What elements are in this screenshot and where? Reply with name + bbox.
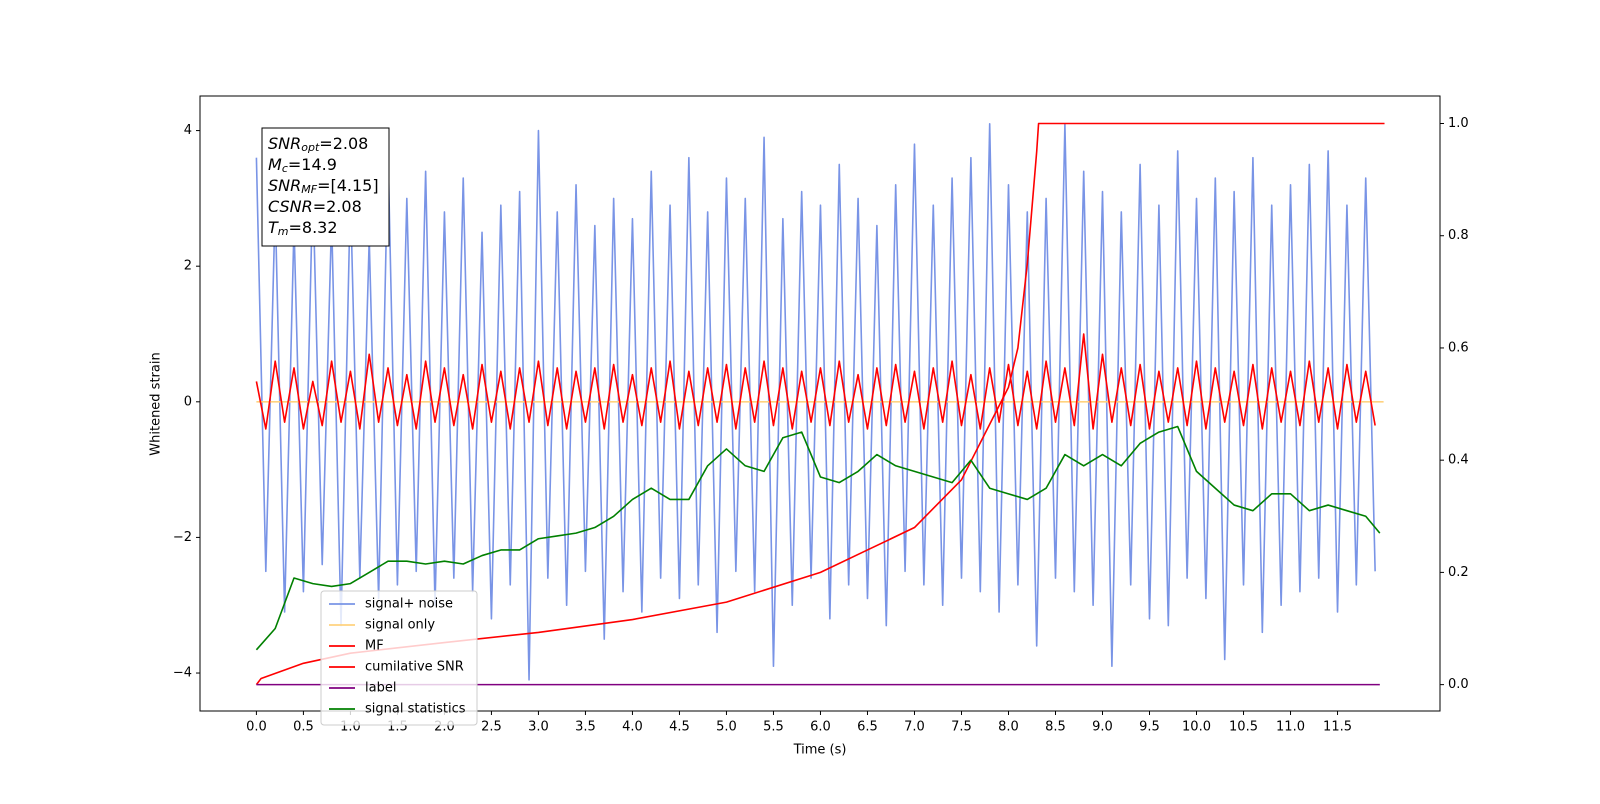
x-tick-label: 7.0 xyxy=(904,720,925,735)
annotation-line: SNRMF=[4.15] xyxy=(268,176,379,197)
legend-label: label xyxy=(365,681,396,696)
annotation-symbol: T xyxy=(268,218,279,237)
y2-tick-label: 0.6 xyxy=(1448,340,1469,355)
annotation-subscript: MF xyxy=(301,183,317,196)
y2-tick-label: 0.2 xyxy=(1448,565,1469,580)
annotation-text: =14.9 xyxy=(288,155,337,174)
y-axis-label: Whitened strain xyxy=(149,352,164,455)
legend-label: signal+ noise xyxy=(365,597,453,612)
legend-label: cumilative SNR xyxy=(365,660,464,675)
annotation-text: =2.08 xyxy=(319,134,368,153)
legend-box xyxy=(320,590,478,726)
annotation-box xyxy=(261,127,390,247)
x-tick-label: 6.0 xyxy=(810,720,831,735)
x-tick-label: 3.5 xyxy=(575,720,596,735)
annotation-subscript: m xyxy=(278,225,289,238)
annotation-text: =2.08 xyxy=(313,197,362,216)
y2-tick-label: 0.0 xyxy=(1448,677,1469,692)
x-tick-label: 6.5 xyxy=(857,720,878,735)
x-tick-label: 10.0 xyxy=(1182,720,1211,735)
annotation-symbol: SNR xyxy=(268,176,301,195)
x-tick-label: 4.5 xyxy=(669,720,690,735)
series-line xyxy=(255,333,1376,430)
x-tick-label: 4.0 xyxy=(622,720,643,735)
x-tick-label: 7.5 xyxy=(951,720,972,735)
x-tick-label: 5.5 xyxy=(763,720,784,735)
y-tick-label: 0 xyxy=(184,394,192,409)
y-tick-label: −2 xyxy=(173,530,192,545)
x-axis-label: Time (s) xyxy=(793,743,847,758)
annotation-line: Mc=14.9 xyxy=(268,155,337,176)
x-tick-label: 0.0 xyxy=(246,720,267,735)
annotation-text: =8.32 xyxy=(289,218,338,237)
x-tick-label: 11.5 xyxy=(1323,720,1352,735)
x-tick-label: 0.5 xyxy=(293,720,314,735)
annotation-subscript: opt xyxy=(301,141,320,154)
y2-tick-label: 1.0 xyxy=(1448,116,1469,131)
annotation-line: SNRopt=2.08 xyxy=(268,134,368,155)
y-tick-label: 2 xyxy=(184,259,192,274)
x-tick-label: 8.5 xyxy=(1045,720,1066,735)
annotation-symbol: SNR xyxy=(268,134,301,153)
x-tick-label: 8.0 xyxy=(998,720,1019,735)
annotation-line: CSNR=2.08 xyxy=(268,197,362,216)
x-tick-label: 9.5 xyxy=(1139,720,1160,735)
y2-tick-label: 0.4 xyxy=(1448,453,1469,468)
x-tick-label: 5.0 xyxy=(716,720,737,735)
annotation-symbol: CSNR xyxy=(268,197,313,216)
x-tick-label: 2.5 xyxy=(481,720,502,735)
x-tick-label: 9.0 xyxy=(1092,720,1113,735)
legend-label: signal only xyxy=(365,618,435,633)
x-tick-label: 10.5 xyxy=(1229,720,1258,735)
y-tick-label: 4 xyxy=(184,123,192,138)
x-tick-label: 3.0 xyxy=(528,720,549,735)
annotation-line: Tm=8.32 xyxy=(268,218,338,239)
legend-label: signal statistics xyxy=(365,702,466,717)
y2-tick-label: 0.8 xyxy=(1448,228,1469,243)
legend-label: MF xyxy=(365,639,384,654)
annotation-symbol: M xyxy=(268,155,282,174)
series-line xyxy=(255,425,1381,651)
y-tick-label: −4 xyxy=(173,666,192,681)
annotation-text: =[4.15] xyxy=(317,176,379,195)
annotation-subscript: c xyxy=(282,162,288,175)
x-tick-label: 11.0 xyxy=(1276,720,1305,735)
